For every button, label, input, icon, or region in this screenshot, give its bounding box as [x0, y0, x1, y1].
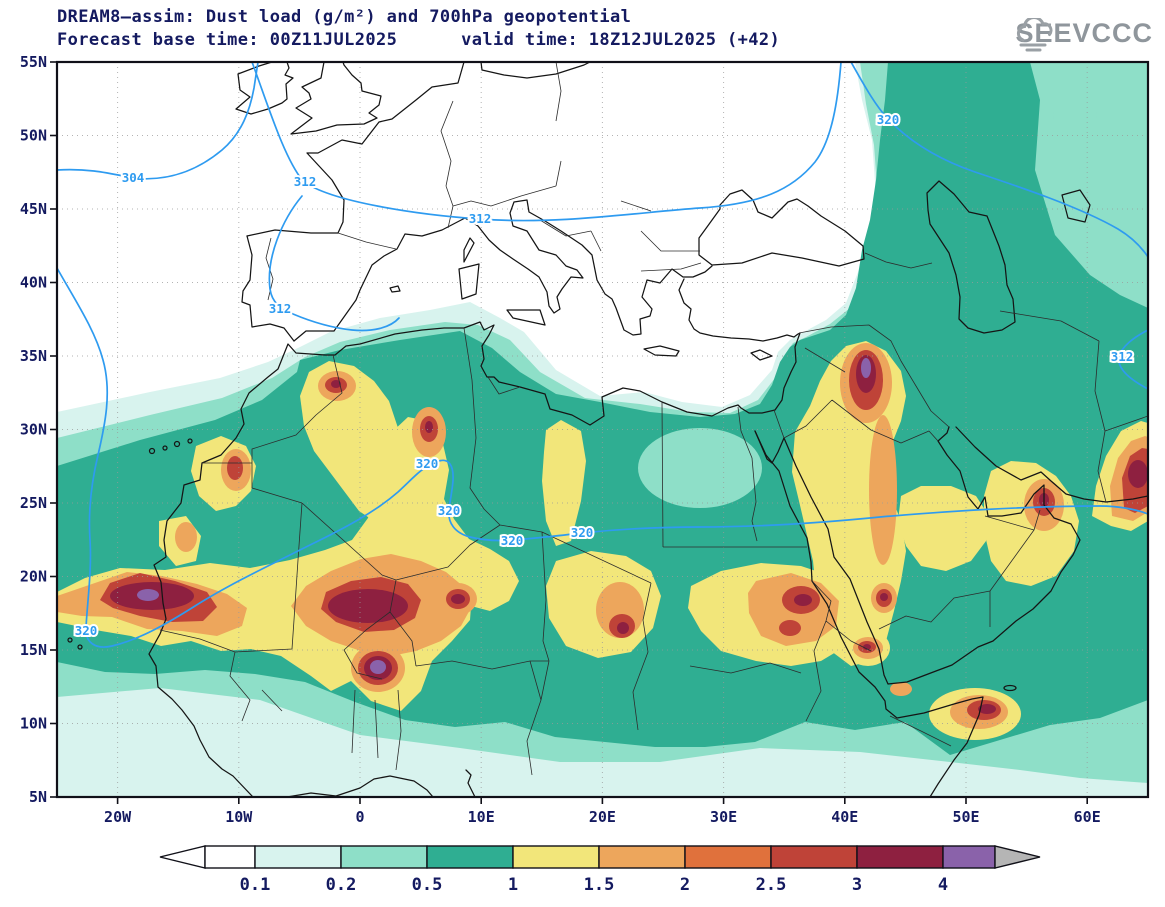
contour-320-northeast: [850, 62, 1148, 258]
colorbar-label-1p5: 1.5: [584, 875, 615, 895]
colorbar-label-0p2: 0.2: [326, 875, 357, 895]
colorbar-arrow-right: [994, 845, 1041, 869]
axis-ticks: [50, 61, 1088, 804]
country-borders: [159, 62, 1148, 776]
lat-label-5n: 5N: [29, 788, 47, 806]
colorbar-seg-2p5: [770, 845, 858, 869]
lon-label-50e: 50E: [952, 808, 979, 826]
contour-labels: 304 312 312 312 320 312 320 320 320 320 …: [73, 110, 1136, 640]
geopotential-contours: [57, 62, 1148, 648]
colorbar-seg-1: [512, 845, 600, 869]
lon-label-10w: 10W: [225, 808, 253, 826]
colorbar-seg-2: [684, 845, 772, 869]
colorbar-label-4: 4: [938, 875, 948, 895]
lat-label-35n: 35N: [20, 347, 47, 365]
contour-label-320b: 320: [416, 456, 439, 471]
lon-label-30e: 30E: [710, 808, 737, 826]
contour-label-320e: 320: [571, 525, 594, 540]
cloud-icon: [1017, 18, 1053, 52]
map-subtitle: Forecast base time: 00Z11JUL2025 valid t…: [57, 30, 781, 50]
colorbar-arrow-left: [159, 845, 206, 869]
lat-label-20n: 20N: [20, 568, 47, 586]
graticule: [57, 62, 1148, 797]
contour-304: [57, 62, 259, 180]
dust-layer-4: [137, 358, 871, 674]
colorbar-label-0p5: 0.5: [412, 875, 443, 895]
contour-312-iberia: [268, 195, 400, 332]
lon-label-0: 0: [355, 808, 364, 826]
contour-label-312a: 312: [294, 174, 317, 189]
lon-label-20e: 20E: [589, 808, 616, 826]
lat-axis-labels: 55N 50N 45N 40N 35N 30N 25N 20N 15N 10N …: [20, 53, 47, 806]
colorbar-seg-1p5: [598, 845, 686, 869]
colorbar: 0.1 0.2 0.5 1 1.5 2 2.5 3 4: [159, 845, 1041, 895]
contour-320-africa: [57, 267, 1148, 648]
lat-label-25n: 25N: [20, 494, 47, 512]
colorbar-seg-4: [942, 845, 996, 869]
contour-label-320c: 320: [438, 503, 461, 518]
colorbar-label-0p1: 0.1: [240, 875, 271, 895]
colorbar-label-1: 1: [508, 875, 518, 895]
lat-label-30n: 30N: [20, 421, 47, 439]
contour-label-304: 304: [122, 170, 145, 185]
lat-label-45n: 45N: [20, 200, 47, 218]
colorbar-seg-0p2: [340, 845, 428, 869]
seevccc-logo: SEEVCCC: [1015, 18, 1153, 52]
colorbar-label-3: 3: [852, 875, 862, 895]
map-title: DREAM8—assim: Dust load (g/m²) and 700hP…: [57, 7, 632, 27]
lat-label-55n: 55N: [20, 53, 47, 71]
contour-312-east: [1118, 329, 1148, 390]
lon-label-20w: 20W: [104, 808, 132, 826]
contour-label-320a: 320: [877, 112, 900, 127]
colorbar-seg-below: [204, 845, 256, 869]
colorbar-seg-0p5: [426, 845, 514, 869]
lat-label-50n: 50N: [20, 127, 47, 145]
contour-label-312c: 312: [269, 301, 292, 316]
map-content: 304 312 312 312 320 312 320 320 320 320 …: [57, 62, 1148, 797]
contour-label-312b: 312: [469, 211, 492, 226]
logo-text: SEEVCCC: [1015, 18, 1153, 48]
lat-label-15n: 15N: [20, 641, 47, 659]
lon-label-60e: 60E: [1074, 808, 1101, 826]
lon-label-10e: 10E: [468, 808, 495, 826]
colorbar-label-2p5: 2.5: [756, 875, 787, 895]
nile-river: [737, 406, 758, 542]
lon-axis-labels: 20W 10W 0 10E 20E 30E 40E 50E 60E: [104, 808, 1101, 826]
colorbar-seg-0p1: [254, 845, 342, 869]
colorbar-label-2: 2: [680, 875, 690, 895]
lon-label-40e: 40E: [831, 808, 858, 826]
lat-label-10n: 10N: [20, 715, 47, 733]
contour-label-320f: 320: [75, 623, 98, 638]
dust-lighter-patches: [638, 62, 1097, 508]
lat-label-40n: 40N: [20, 274, 47, 292]
contour-label-312d: 312: [1111, 349, 1134, 364]
colorbar-seg-3: [856, 845, 944, 869]
contour-label-320d: 320: [501, 533, 524, 548]
contour-312-europe: [251, 62, 842, 222]
